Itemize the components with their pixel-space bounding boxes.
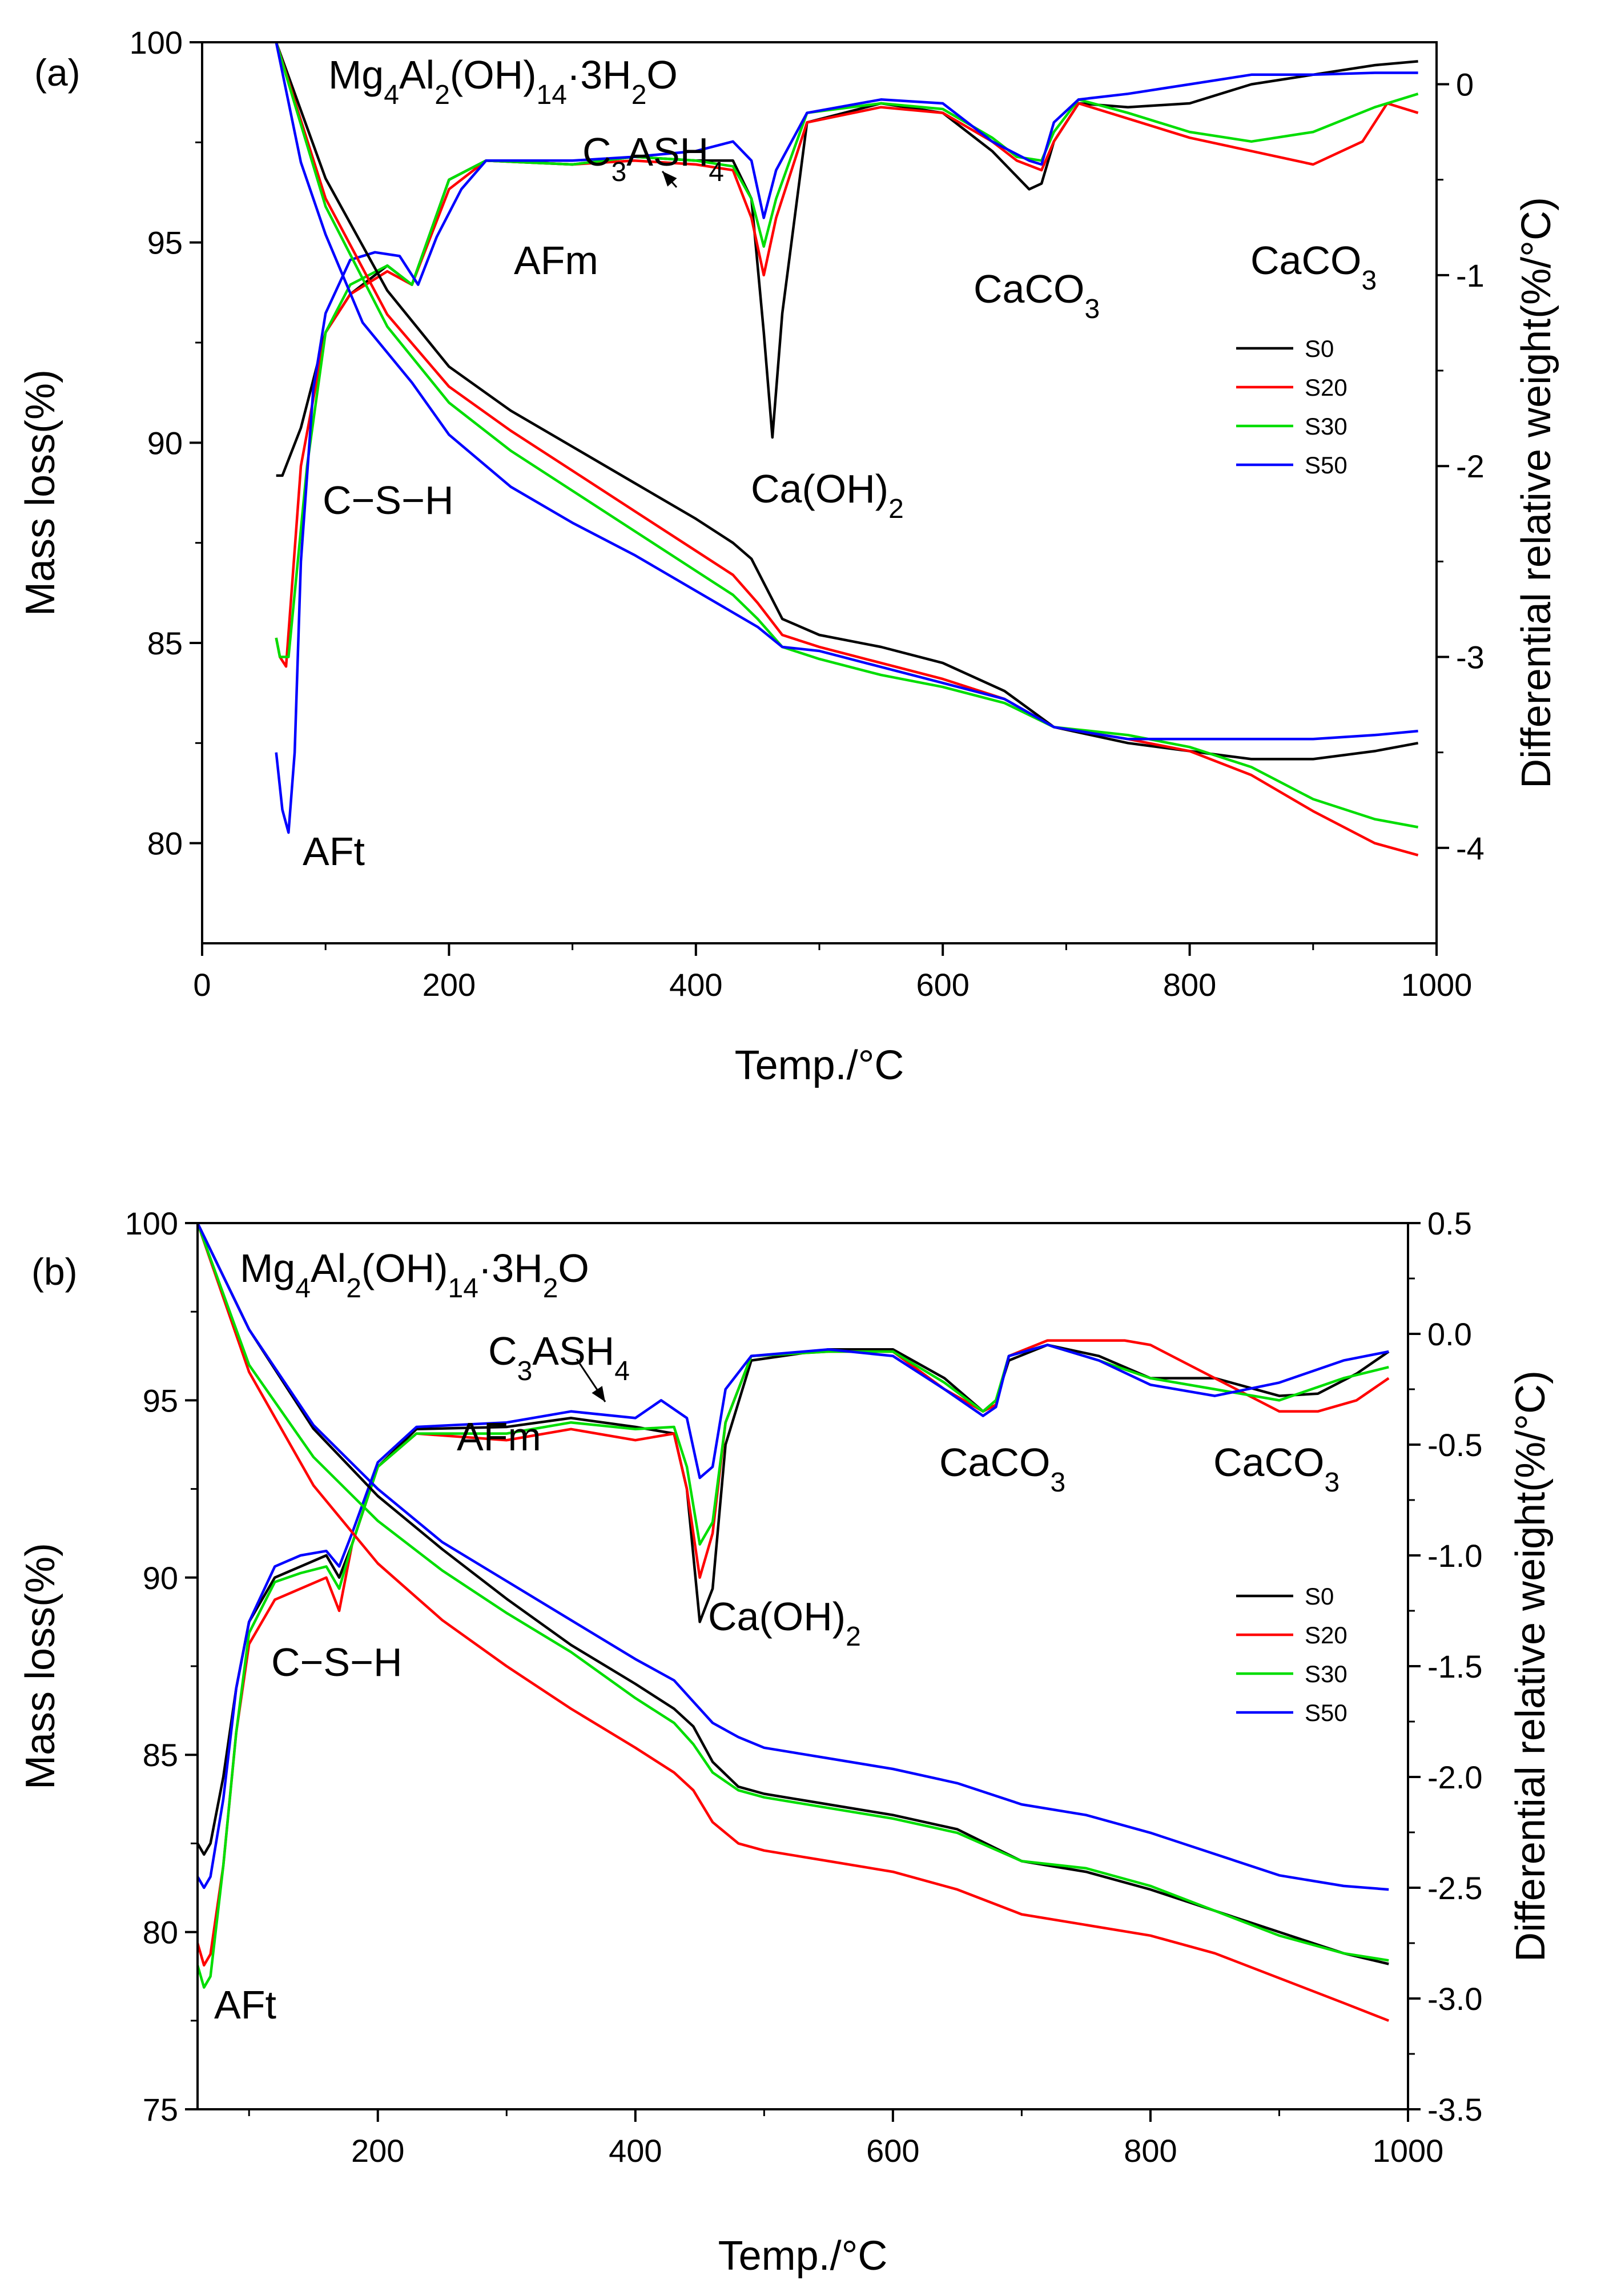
legend-label-s20: S20 [1305, 1622, 1347, 1648]
y-left-tick-label: 90 [147, 425, 183, 461]
dtg-curve-s50 [198, 1344, 1389, 1889]
phase-annotation: C3ASH4 [488, 1329, 630, 1386]
phase-annotation: C−S−H [271, 1640, 403, 1684]
dtg-curve-s0 [198, 1344, 1390, 1856]
phase-annotation: CaCO3 [939, 1440, 1065, 1498]
x-tick-label: 200 [351, 2133, 404, 2169]
x-axis-title: Temp./°C [735, 1043, 904, 1088]
x-tick-label: 800 [1124, 2133, 1177, 2169]
phase-annotation: Mg4Al2(OH)14·3H2O [240, 1246, 589, 1304]
x-tick-label: 600 [916, 967, 969, 1003]
x-tick-label: 400 [609, 2133, 662, 2169]
dtg-curve-s20 [275, 102, 1419, 668]
x-tick-label: 600 [866, 2133, 919, 2169]
phase-annotation: Mg4Al2(OH)14·3H2O [328, 53, 678, 110]
y-right-tick-label: -3.0 [1427, 1981, 1483, 2017]
y-right-axis-title: Differential relative weight(%/°C) [1508, 1370, 1554, 1962]
tg-curve-s20 [198, 1223, 1390, 2022]
x-tick-label: 1000 [1401, 967, 1473, 1003]
x-tick-label: 800 [1163, 967, 1216, 1003]
y-right-tick-label: -1 [1456, 258, 1485, 293]
legend-label-s0: S0 [1305, 335, 1334, 362]
y-right-tick-label: -2 [1456, 448, 1485, 484]
y-right-tick-label: -4 [1456, 830, 1485, 866]
tg-curve-s50 [275, 42, 1418, 741]
tg-curve-s30 [198, 1223, 1389, 1962]
legend-label-s50: S50 [1305, 1699, 1347, 1726]
phase-annotation: Ca(OH)2 [751, 467, 904, 524]
y-left-tick-label: 75 [143, 2092, 178, 2128]
y-left-tick-label: 100 [130, 25, 183, 61]
panel-b-chart: 200 400 600 800 1000 75 80 85 90 95 100 -3.5 -3.0 -2.… [18, 1205, 1554, 2279]
y-right-tick-label: -0.5 [1427, 1427, 1483, 1463]
tg-curve-s20 [275, 42, 1419, 857]
panel-label: (b) [31, 1250, 78, 1293]
y-right-tick-label: -2.0 [1427, 1759, 1483, 1795]
y-right-axis-title: Differential relative weight(%/°C) [1514, 197, 1559, 789]
dtg-curve-s30 [275, 93, 1419, 658]
y-left-tick-label: 85 [143, 1737, 178, 1773]
phase-annotation: AFt [303, 829, 365, 874]
y-left-tick-label: 80 [147, 826, 183, 862]
tg-curve-s30 [275, 42, 1419, 829]
y-left-tick-label: 100 [125, 1205, 178, 1241]
legend-label-s50: S50 [1305, 452, 1347, 478]
panel-label: (a) [34, 51, 81, 94]
x-axis-title: Temp./°C [718, 2233, 888, 2279]
y-right-tick-label: -2.5 [1427, 1870, 1483, 1906]
y-right-tick-label: 0.5 [1427, 1205, 1472, 1241]
annotation-arrowhead [662, 171, 677, 187]
y-left-tick-label: 90 [143, 1560, 178, 1596]
tg-curve-s0 [198, 1223, 1389, 1965]
phase-annotation: C−S−H [323, 478, 454, 522]
phase-annotation: C3ASH4 [582, 130, 724, 187]
annotation-arrowhead [592, 1386, 605, 1402]
y-left-axis-title: Mass loss(%) [18, 369, 63, 616]
y-right-tick-label: -3 [1456, 640, 1485, 675]
legend-label-s30: S30 [1305, 1660, 1347, 1687]
x-tick-label: 200 [423, 967, 476, 1003]
phase-annotation: CaCO3 [974, 267, 1100, 324]
phase-annotation: CaCO3 [1250, 238, 1377, 296]
y-left-tick-label: 95 [147, 225, 183, 261]
legend-label-s30: S30 [1305, 413, 1347, 440]
x-tick-label: 0 [193, 967, 211, 1003]
panel-a-chart: 0 200 400 600 800 1000 80 85 90 95 100 -4 -3 -2 -1 0 Tem… [18, 25, 1559, 1088]
phase-annotation: AFm [457, 1414, 541, 1459]
y-left-tick-label: 95 [143, 1382, 178, 1418]
y-right-tick-label: 0 [1456, 67, 1474, 103]
phase-annotation: CaCO3 [1213, 1440, 1339, 1498]
phase-annotation: AFt [214, 1983, 276, 2027]
dtg-curve-s50 [275, 71, 1418, 834]
tg-curve-s50 [198, 1223, 1389, 1891]
y-left-tick-label: 80 [143, 1915, 178, 1951]
y-left-tick-label: 85 [147, 625, 183, 661]
y-right-tick-label: -3.5 [1427, 2092, 1483, 2128]
dtg-curve-s20 [198, 1339, 1390, 1967]
y-right-tick-label: 0.0 [1427, 1316, 1472, 1352]
x-tick-label: 400 [669, 967, 722, 1003]
y-right-tick-label: -1.0 [1427, 1538, 1483, 1574]
legend-label-s0: S0 [1305, 1583, 1334, 1610]
phase-annotation: AFm [514, 238, 598, 283]
y-right-tick-label: -1.5 [1427, 1648, 1483, 1684]
y-left-axis-title: Mass loss(%) [18, 1543, 63, 1790]
legend-label-s20: S20 [1305, 374, 1347, 401]
x-tick-label: 1000 [1373, 2133, 1444, 2169]
phase-annotation: Ca(OH)2 [708, 1594, 861, 1652]
